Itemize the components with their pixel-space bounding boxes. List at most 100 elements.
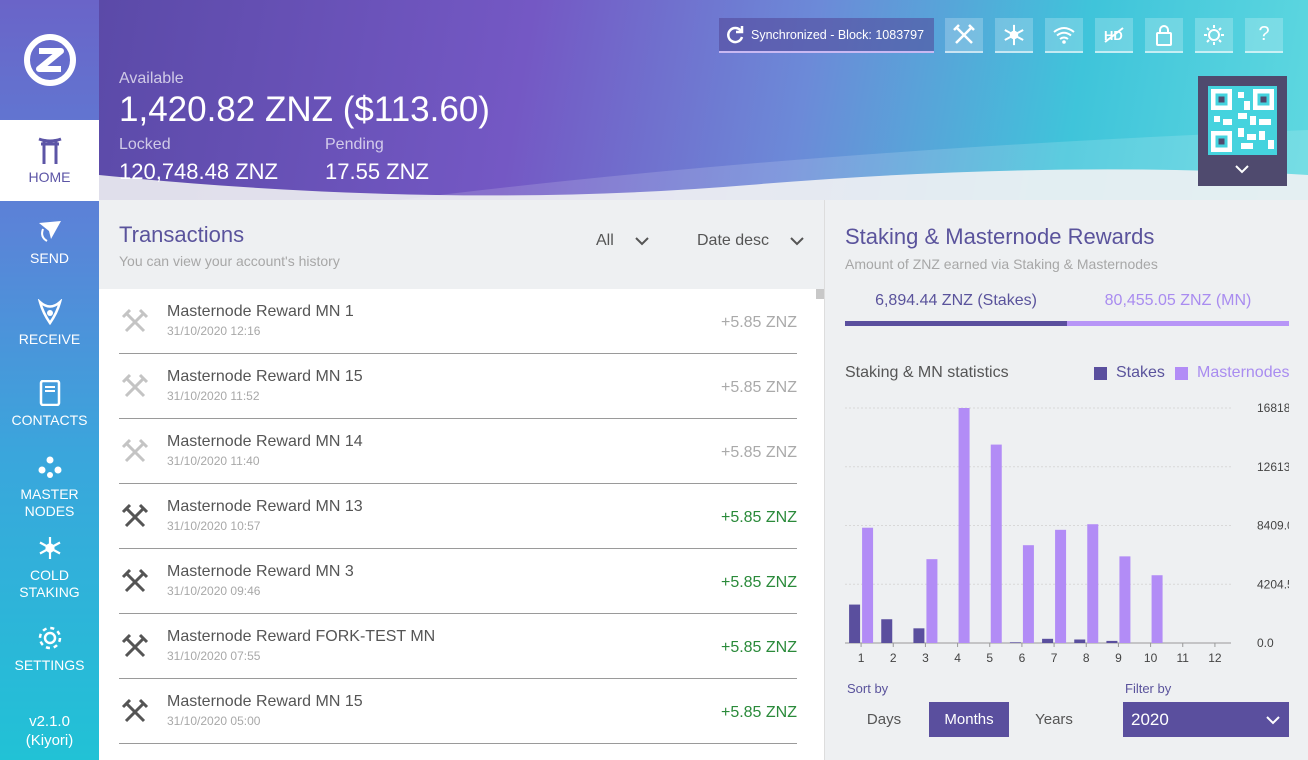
transaction-row[interactable]: Masternode Reward MN 1 31/10/2020 12:16 +5… [119,289,797,354]
sidebar-item-label: SEND [30,250,69,266]
legend-label: Stakes [1116,364,1165,381]
hammer-pick-icon [953,23,975,44]
bar-masternodes [1119,556,1131,643]
book-icon [39,378,61,408]
legend-stakes: Stakes [1094,364,1165,382]
help-button[interactable]: ? [1245,18,1283,53]
snowflake-icon [1004,24,1024,45]
sidebar-item-home[interactable]: HOME [0,120,99,201]
transaction-name: Masternode Reward FORK-TEST MN [167,628,436,645]
x-tick-label: 9 [1115,651,1122,665]
x-tick-label: 3 [922,651,929,665]
sort-years-button[interactable]: Years [1035,711,1073,728]
x-tick-label: 6 [1019,651,1026,665]
sidebar-item-cold-staking[interactable]: COLD STAKING [0,527,99,607]
masternodes-icon [37,452,63,482]
sidebar-item-label: SETTINGS [14,657,85,673]
bar-stakes [1042,638,1054,643]
sidebar-item-receive[interactable]: RECEIVE [0,282,99,363]
hammer-pick-icon [121,568,149,593]
transaction-name: Masternode Reward MN 15 [167,693,363,710]
lock-icon [1156,24,1172,46]
x-tick-label: 11 [1177,651,1190,665]
rewards-panel: Staking & Masternode Rewards Amount of Z… [824,200,1308,760]
wifi-icon [1053,26,1075,44]
locked-label: Locked [119,136,171,153]
refresh-icon [725,25,745,45]
theme-button[interactable] [1195,18,1233,53]
help-icon: ? [1258,23,1270,45]
transactions-scrollbar[interactable] [816,289,824,299]
cold-staking-toggle-button[interactable] [995,18,1033,53]
sort-days-button[interactable]: Days [866,711,902,728]
bar-stakes [1074,639,1086,643]
hammer-pick-icon [121,438,149,463]
sort-by-label: Sort by [847,681,889,696]
available-balance: 1,420.82 ZNZ ($113.60) [119,90,490,129]
x-tick-label: 1 [858,651,865,665]
sync-status-text: Synchronized - Block: 1083797 [751,27,925,42]
pending-balance: 17.55 ZNZ [325,159,429,184]
year-filter-select[interactable]: 2020 [1123,702,1289,737]
transaction-name: Masternode Reward MN 1 [167,303,354,320]
transaction-row[interactable]: Masternode Reward MN 15 31/10/2020 11:52 +… [119,354,797,419]
sidebar-item-label: RECEIVE [18,331,81,347]
bar-stakes [849,604,861,643]
y-tick-label: 8409.0 [1257,519,1289,533]
transactions-list: Masternode Reward MN 1 31/10/2020 12:16 +5… [119,289,797,744]
network-button[interactable] [1045,18,1083,53]
transaction-row[interactable]: Masternode Reward MN 15 31/10/2020 05:00 +… [119,679,797,744]
transactions-title: Transactions [119,222,245,247]
mining-button[interactable] [945,18,983,53]
receive-icon [37,297,63,327]
sidebar-item-settings[interactable]: SETTINGS [0,608,99,689]
sidebar-item-label: COLD STAKING [19,567,80,600]
y-tick-label: 4204.5 [1257,577,1289,591]
tab-masternodes[interactable]: 80,455.05 ZNZ (MN) [1067,292,1289,326]
bar-masternodes [990,444,1002,643]
lock-wallet-button[interactable] [1145,18,1183,53]
bar-stakes [913,628,925,643]
legend-label: Masternodes [1197,364,1290,381]
transaction-amount: +5.85 ZNZ [720,379,797,396]
stats-label: Staking & MN statistics [845,364,1009,381]
transaction-amount: +5.85 ZNZ [720,314,797,331]
hd-wallet-button[interactable]: HD [1095,18,1133,53]
transaction-name: Masternode Reward MN 13 [167,498,363,515]
sidebar-item-send[interactable]: SEND [0,201,99,282]
transaction-amount: +5.85 ZNZ [720,444,797,461]
tab-stakes[interactable]: 6,894.44 ZNZ (Stakes) [845,292,1067,326]
type-filter-dropdown[interactable]: All [596,232,650,250]
transaction-name: Masternode Reward MN 15 [167,368,363,385]
transaction-name: Masternode Reward MN 3 [167,563,354,580]
sidebar-item-contacts[interactable]: CONTACTS [0,363,99,444]
sync-status-button[interactable]: Synchronized - Block: 1083797 [719,18,934,53]
hammer-pick-icon [121,633,149,658]
hammer-pick-icon [121,698,149,723]
chevron-down-icon [635,237,649,246]
transaction-row[interactable]: Masternode Reward FORK-TEST MN 31/10/2020… [119,614,797,679]
qr-code-icon [1208,86,1277,155]
sidebar-item-masternodes[interactable]: MASTER NODES [0,446,99,526]
y-tick-label: 16818.0 [1257,401,1289,415]
balance-header: Available 1,420.82 ZNZ ($113.60) Locked … [99,0,1308,200]
sidebar-item-label: HOME [28,169,71,185]
sort-value: Date desc [697,232,770,249]
x-tick-label: 8 [1083,651,1090,665]
receive-qr-widget[interactable] [1198,76,1287,186]
sort-months-button[interactable]: Months [929,702,1009,737]
chevron-down-icon [790,237,804,246]
transaction-row[interactable]: Masternode Reward MN 3 31/10/2020 09:46 +5… [119,549,797,614]
transaction-date: 31/10/2020 07:55 [167,649,261,663]
transaction-amount: +5.85 ZNZ [720,704,797,721]
transaction-row[interactable]: Masternode Reward MN 13 31/10/2020 10:57 +… [119,484,797,549]
chevron-down-icon [1266,715,1280,724]
x-tick-label: 7 [1051,651,1058,665]
x-tick-label: 4 [954,651,961,665]
sun-icon [1204,24,1224,45]
send-icon [37,216,63,246]
sort-dropdown[interactable]: Date desc [697,232,805,250]
sidebar-item-label: MASTER NODES [20,486,79,519]
torii-gate-icon [37,135,63,165]
transaction-row[interactable]: Masternode Reward MN 14 31/10/2020 11:40 +… [119,419,797,484]
